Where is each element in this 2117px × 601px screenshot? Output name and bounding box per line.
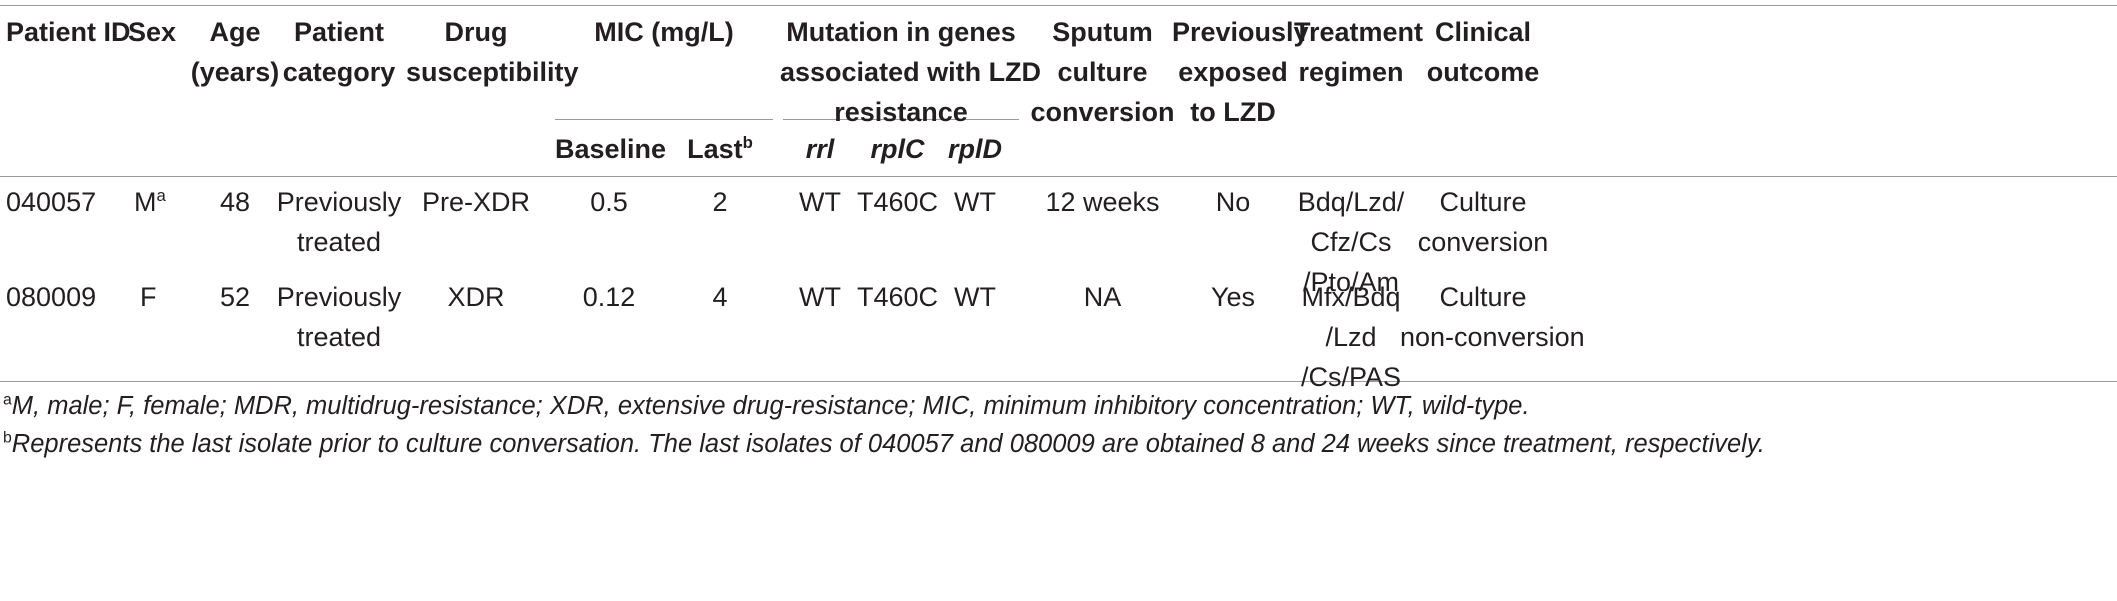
row1-sex: Ma — [134, 182, 166, 222]
header-clinical-outcome-line-2: outcome — [1426, 57, 1540, 87]
row1-category-line-2: treated — [296, 227, 382, 257]
row1-sex-value: M — [134, 187, 157, 217]
header-treatment: Treatment regimen — [1294, 12, 1424, 92]
row1-category-line-1: Previously — [276, 187, 402, 217]
header-clinical-outcome: Clinical outcome — [1408, 12, 1558, 92]
header-mic: MIC (mg/L) — [594, 17, 734, 47]
header-gene-rrl: rrl — [805, 134, 835, 164]
header-patient-category: Patient category — [280, 12, 398, 92]
row1-age: 48 — [219, 187, 251, 217]
row1-rpld: WT — [954, 187, 996, 217]
row1-previously-exposed: No — [1215, 187, 1251, 217]
row1-mic-baseline: 0.5 — [590, 187, 628, 217]
header-previously-exposed-line-1: Previously — [1172, 17, 1309, 47]
row2-treatment: Mfx/Bdq /Lzd /Cs/PAS — [1290, 277, 1412, 397]
header-gene-rplc: rplC — [870, 134, 925, 164]
header-drug-susceptibility: Drug susceptibility — [406, 12, 579, 92]
header-sex: Sex — [128, 17, 177, 47]
row2-rplc: T460C — [856, 282, 939, 312]
row2-category-line-2: treated — [296, 322, 382, 352]
header-previously-exposed: Previously exposed to LZD — [1172, 12, 1309, 132]
row1-sputum: 12 weeks — [1045, 187, 1160, 217]
row1-category: Previously treated — [270, 182, 408, 262]
row1-clinical-outcome: Culture conversion — [1408, 182, 1558, 262]
header-mutation: Mutation in genes associated with LZD re… — [780, 12, 1042, 132]
header-previously-exposed-line-3: to LZD — [1190, 97, 1276, 127]
header-mutation-line-2: associated with LZD — [780, 57, 1042, 87]
header-drug-susceptibility-line-1: Drug — [444, 17, 508, 47]
footnote-b-mark: b — [3, 429, 12, 447]
table-bottom-rule — [0, 381, 2117, 382]
header-clinical-outcome-line-1: Clinical — [1434, 17, 1532, 47]
header-sputum-line-3: conversion — [1030, 97, 1175, 127]
row2-sputum: NA — [1083, 282, 1122, 312]
footnote-mark-b: b — [742, 133, 753, 152]
header-patient-category-line-2: category — [282, 57, 396, 87]
header-mic-baseline: Baseline — [555, 134, 667, 164]
row1-patient-id: 040057 — [6, 187, 97, 217]
row1-treatment-line-2: Cfz/Cs — [1310, 227, 1392, 257]
mutation-group-rule — [783, 119, 1019, 120]
header-sputum-line-2: culture — [1057, 57, 1148, 87]
row2-clinical-outcome-line-2: non-conversion — [1400, 322, 1585, 352]
row2-sex-value: F — [140, 282, 157, 312]
row1-treatment-line-3: /Pto/Am — [1302, 267, 1400, 297]
row1-treatment: Bdq/Lzd/ Cfz/Cs /Pto/Am — [1290, 182, 1412, 302]
row2-age: 52 — [219, 282, 251, 312]
header-age: Age (years) — [190, 12, 280, 92]
footnote-mark-a: a — [156, 186, 166, 205]
header-sputum: Sputum culture conversion — [1030, 12, 1175, 132]
header-age-line-1: Age — [209, 17, 261, 47]
mic-group-rule — [555, 119, 773, 120]
header-gene-rpld: rplD — [948, 134, 1002, 164]
header-patient-id: Patient ID — [6, 17, 131, 47]
row2-category-line-1: Previously — [276, 282, 402, 312]
footnote-b: bRepresents the last isolate prior to cu… — [3, 426, 1765, 462]
footnote-a: aM, male; F, female; MDR, multidrug-resi… — [3, 388, 1530, 424]
header-treatment-line-2: regimen — [1298, 57, 1404, 87]
row2-mic-baseline: 0.12 — [582, 282, 636, 312]
row2-treatment-line-2: /Lzd — [1325, 322, 1377, 352]
row2-patient-id: 080009 — [6, 282, 97, 312]
row1-mic-last: 2 — [712, 187, 728, 217]
table-top-rule — [0, 5, 2117, 6]
row2-clinical-outcome: Culture non-conversion — [1400, 277, 1585, 357]
footnote-b-text: Represents the last isolate prior to cul… — [11, 430, 1765, 458]
row2-drug-susceptibility: XDR — [447, 282, 505, 312]
header-mic-last: Lastb — [670, 129, 770, 169]
header-sputum-line-1: Sputum — [1052, 17, 1153, 47]
header-bottom-rule — [0, 176, 2117, 177]
header-mutation-line-3: resistance — [834, 97, 968, 127]
footnote-a-text: M, male; F, female; MDR, multidrug-resis… — [11, 392, 1530, 420]
row1-treatment-line-1: Bdq/Lzd/ — [1297, 187, 1405, 217]
row2-category: Previously treated — [270, 277, 408, 357]
row1-rplc: T460C — [856, 187, 939, 217]
row2-mic-last: 4 — [712, 282, 728, 312]
row2-rrl: WT — [799, 282, 841, 312]
row2-treatment-line-3: /Cs/PAS — [1300, 362, 1402, 392]
row1-clinical-outcome-line-1: Culture — [1439, 187, 1527, 217]
row1-drug-susceptibility: Pre-XDR — [421, 187, 530, 217]
row2-clinical-outcome-line-1: Culture — [1439, 282, 1527, 312]
header-drug-susceptibility-line-2: susceptibility — [406, 57, 579, 87]
header-previously-exposed-line-2: exposed — [1178, 57, 1288, 87]
footnote-a-mark: a — [3, 391, 12, 409]
header-age-line-2: (years) — [190, 57, 280, 87]
row1-clinical-outcome-line-2: conversion — [1417, 227, 1549, 257]
header-treatment-line-1: Treatment — [1294, 17, 1424, 47]
header-mutation-line-1: Mutation in genes — [786, 17, 1016, 47]
row1-rrl: WT — [799, 187, 841, 217]
header-mic-last-label: Last — [687, 134, 743, 164]
row2-treatment-line-1: Mfx/Bdq — [1301, 282, 1401, 312]
header-patient-category-line-1: Patient — [293, 17, 385, 47]
row2-previously-exposed: Yes — [1210, 282, 1256, 312]
row2-sex: F — [140, 277, 157, 317]
row2-rpld: WT — [954, 282, 996, 312]
